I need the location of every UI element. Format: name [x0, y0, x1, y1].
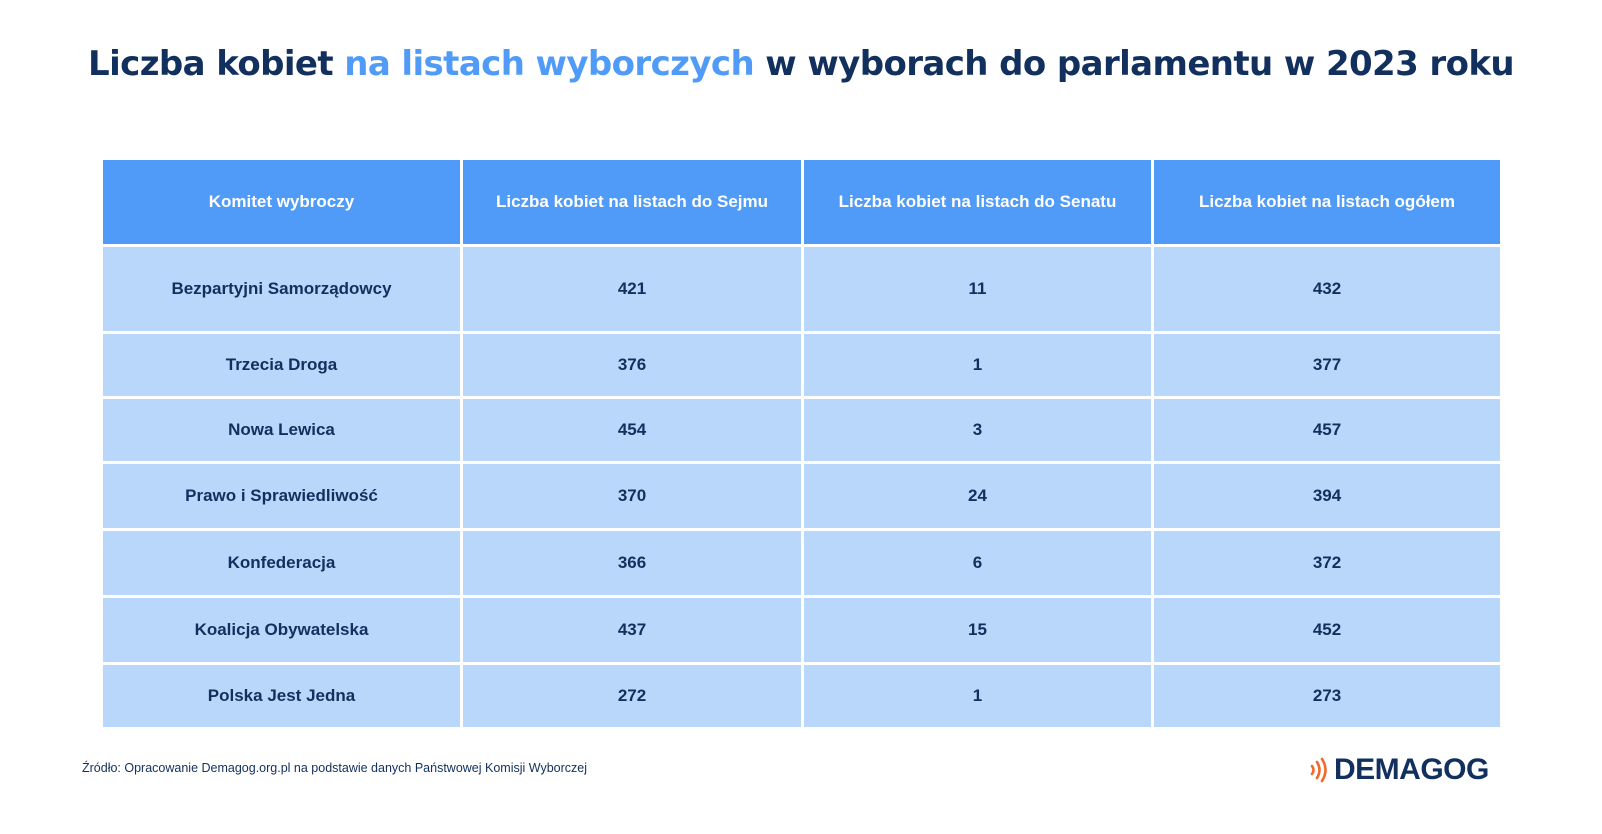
total-cell: 457 — [1151, 396, 1503, 464]
table-row: Nowa Lewica 454 3 457 — [100, 396, 1503, 464]
title-part-2: w wyborach do parlamentu w 2023 roku — [754, 44, 1514, 84]
committee-cell: Prawo i Sprawiedliwość — [100, 461, 463, 531]
senat-cell: 3 — [801, 396, 1154, 464]
committee-cell: Koalicja Obywatelska — [100, 595, 463, 665]
senat-cell: 11 — [801, 244, 1154, 334]
committee-cell: Bezpartyjni Samorządowcy — [100, 244, 463, 334]
total-cell: 377 — [1151, 331, 1503, 399]
committee-cell: Polska Jest Jedna — [100, 662, 463, 730]
total-cell: 452 — [1151, 595, 1503, 665]
senat-cell: 1 — [801, 331, 1154, 399]
signal-waves-icon — [1310, 757, 1328, 783]
source-note: Źródło: Opracowanie Demagog.org.pl na po… — [82, 761, 587, 775]
total-cell: 394 — [1151, 461, 1503, 531]
title-accent: na listach wyborczych — [344, 44, 755, 84]
title-part-1: Liczba kobiet — [88, 44, 345, 84]
total-cell: 432 — [1151, 244, 1503, 334]
senat-cell: 15 — [801, 595, 1154, 665]
sejm-cell: 421 — [460, 244, 804, 334]
committee-cell: Nowa Lewica — [100, 396, 463, 464]
total-cell: 372 — [1151, 528, 1503, 598]
data-table: Komitet wybroczy Liczba kobiet na listac… — [100, 157, 1503, 730]
chart-title: Liczba kobiet na listach wyborczych w wy… — [0, 44, 1602, 84]
sejm-cell: 366 — [460, 528, 804, 598]
sejm-cell: 370 — [460, 461, 804, 531]
sejm-cell: 454 — [460, 396, 804, 464]
demagog-logo: DEMAGOG — [1310, 750, 1489, 790]
table-row: Polska Jest Jedna 272 1 273 — [100, 662, 1503, 730]
logo-text: DEMAGOG — [1334, 753, 1489, 786]
column-header: Liczba kobiet na listach ogółem — [1151, 157, 1503, 247]
total-cell: 273 — [1151, 662, 1503, 730]
sejm-cell: 376 — [460, 331, 804, 399]
sejm-cell: 437 — [460, 595, 804, 665]
committee-cell: Konfederacja — [100, 528, 463, 598]
table-row: Koalicja Obywatelska 437 15 452 — [100, 595, 1503, 665]
table-row: Konfederacja 366 6 372 — [100, 528, 1503, 598]
sejm-cell: 272 — [460, 662, 804, 730]
committee-cell: Trzecia Droga — [100, 331, 463, 399]
table-row: Prawo i Sprawiedliwość 370 24 394 — [100, 461, 1503, 531]
senat-cell: 24 — [801, 461, 1154, 531]
senat-cell: 1 — [801, 662, 1154, 730]
senat-cell: 6 — [801, 528, 1154, 598]
table-header-row: Komitet wybroczy Liczba kobiet na listac… — [100, 157, 1503, 247]
column-header: Liczba kobiet na listach do Sejmu — [460, 157, 804, 247]
column-header: Komitet wybroczy — [100, 157, 463, 247]
table-row: Trzecia Droga 376 1 377 — [100, 331, 1503, 399]
column-header: Liczba kobiet na listach do Senatu — [801, 157, 1154, 247]
table-row: Bezpartyjni Samorządowcy 421 11 432 — [100, 244, 1503, 334]
